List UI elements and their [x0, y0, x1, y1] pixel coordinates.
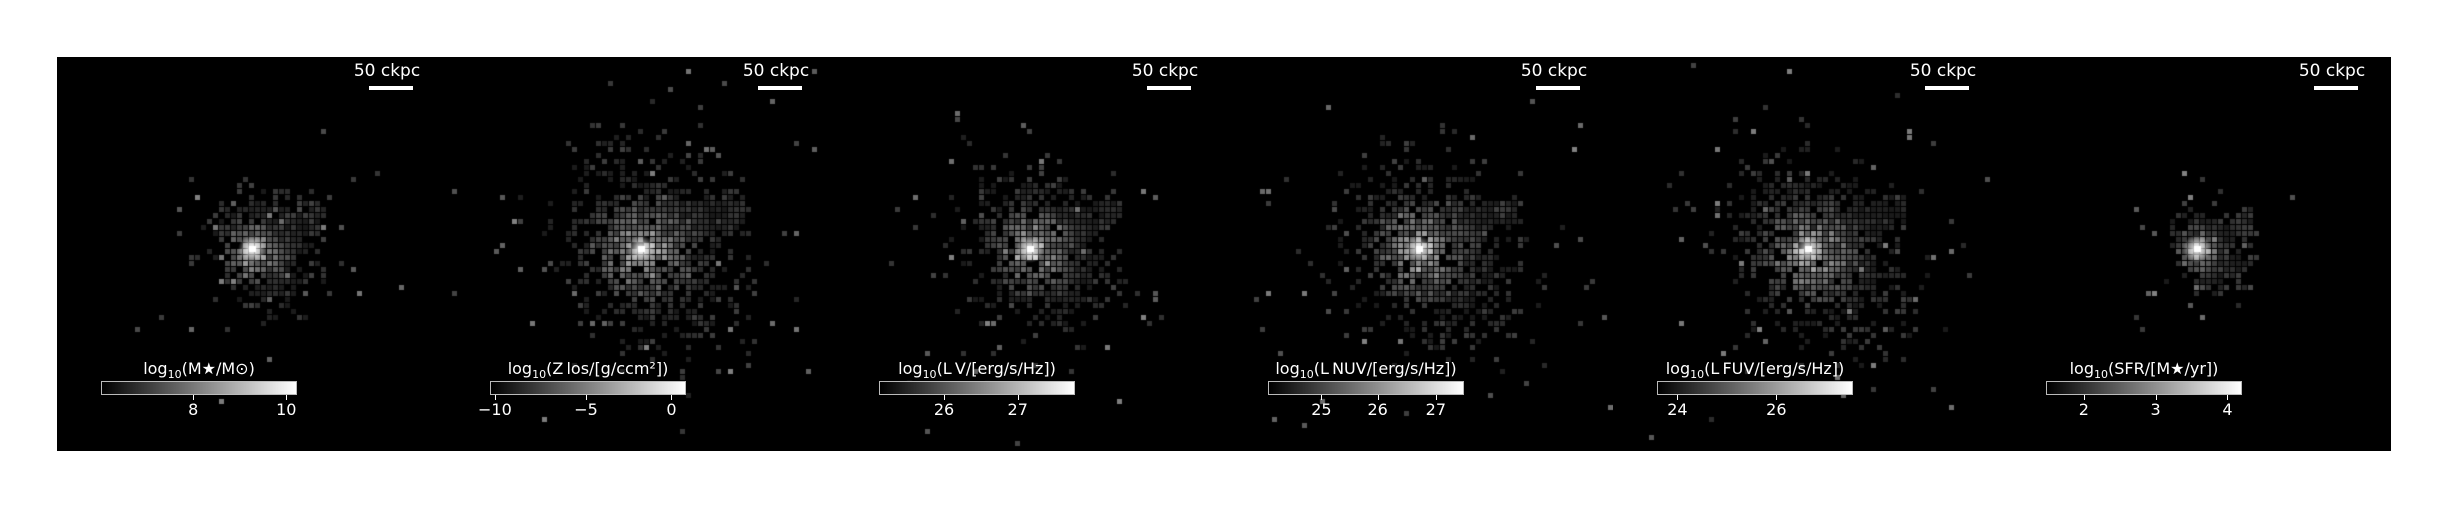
colorbar-tick	[1321, 395, 1323, 400]
colorbar-tick	[1377, 395, 1379, 400]
panel-lnuv: 50 ckpc log10(L NUV/[erg/s/Hz]) 25 26 27	[1224, 57, 1613, 451]
colorbar-label: log10(L V/[erg/s/Hz])	[898, 359, 1056, 382]
colorbar-label: log10(SFR/[M★/yr])	[2069, 359, 2219, 382]
colorbar-label: log10(M★/M⊙)	[143, 359, 255, 382]
colorbar-tick-label: 26	[933, 400, 955, 419]
colorbar-tick-label: 4	[2222, 400, 2233, 419]
colorbar-tick	[1776, 395, 1778, 400]
colorbar-tick	[2083, 395, 2085, 400]
panel-sfr: 50 ckpc log10(SFR/[M★/yr]) 2 3 4	[2002, 57, 2391, 451]
colorbar-tick-label: 26	[1766, 400, 1787, 419]
colorbar-tick-label: 0	[666, 400, 677, 419]
colorbar-tick-label: 8	[188, 400, 199, 419]
colorbar-gradient	[490, 381, 686, 395]
colorbar-tick-label: 24	[1667, 400, 1688, 419]
colorbar-label: log10(Z los/[g/ccm²])	[507, 359, 669, 382]
colorbar-label: log10(L FUV/[erg/s/Hz])	[1665, 359, 1845, 382]
scale-bar-label: 50 ckpc	[353, 61, 421, 81]
colorbar-tick-label: 26	[1367, 400, 1388, 419]
scale-bar	[2314, 86, 2358, 90]
colorbar-tick	[2227, 395, 2229, 400]
colorbar-tick	[2155, 395, 2157, 400]
colorbar-gradient	[1657, 381, 1853, 395]
colorbar-gradient	[2046, 381, 2242, 395]
scale-bar-label: 50 ckpc	[2298, 61, 2366, 81]
colorbar-tick	[944, 395, 946, 400]
colorbar-tick	[671, 395, 673, 400]
colorbar-tick	[286, 395, 288, 400]
colorbar-tick-label: 2	[2078, 400, 2089, 419]
colorbar-tick-label: −10	[477, 400, 512, 419]
colorbar-tick-label: −5	[574, 400, 598, 419]
scale-bar-label: 50 ckpc	[742, 61, 810, 81]
scale-bar-label: 50 ckpc	[1520, 61, 1588, 81]
scale-bar	[369, 86, 413, 90]
panel-lfuv: 50 ckpc log10(L FUV/[erg/s/Hz]) 24 26	[1613, 57, 2002, 451]
panel-lv: 50 ckpc log10(L V/[erg/s/Hz]) 26 27	[835, 57, 1224, 451]
colorbar-tick	[494, 395, 496, 400]
image-strip: 50 ckpc log10(M★/M⊙) 8 10 50 ckpc log10(Z los…	[57, 57, 2391, 451]
colorbar-tick	[193, 395, 195, 400]
colorbar-tick	[1017, 395, 1019, 400]
colorbar-tick-label: 25	[1311, 400, 1332, 419]
colorbar-tick	[1677, 395, 1679, 400]
colorbar-tick-label: 27	[1007, 400, 1028, 419]
scale-bar	[1925, 86, 1969, 90]
colorbar-tick	[1435, 395, 1437, 400]
scale-bar-label: 50 ckpc	[1131, 61, 1199, 81]
colorbar-gradient	[1268, 381, 1464, 395]
scale-bar	[1147, 86, 1191, 90]
panel-metals: 50 ckpc log10(Z los/[g/ccm²]) −10 −5 0	[446, 57, 835, 451]
colorbar-tick-label: 3	[2150, 400, 2161, 419]
colorbar-gradient	[879, 381, 1075, 395]
colorbar-gradient	[101, 381, 297, 395]
panel-mass: 50 ckpc log10(M★/M⊙) 8 10	[57, 57, 446, 451]
scale-bar-label: 50 ckpc	[1909, 61, 1977, 81]
scale-bar	[758, 86, 802, 90]
colorbar-label: log10(L NUV/[erg/s/Hz])	[1275, 359, 1457, 382]
colorbar-tick-label: 10	[276, 400, 297, 419]
colorbar-tick	[586, 395, 588, 400]
scale-bar	[1536, 86, 1580, 90]
colorbar-tick-label: 27	[1425, 400, 1447, 419]
